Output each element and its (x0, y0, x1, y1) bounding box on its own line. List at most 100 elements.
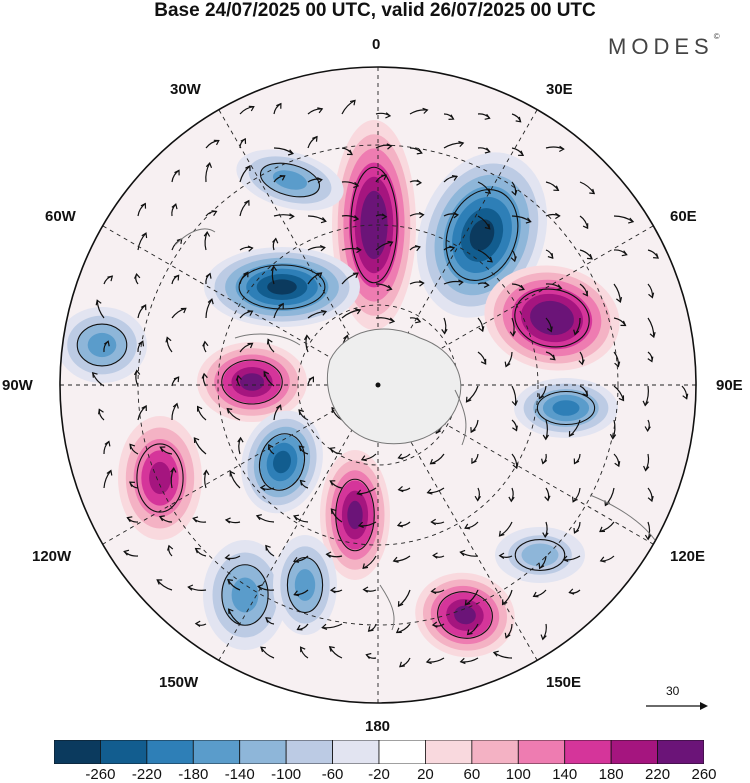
wind-arrowhead (511, 400, 518, 407)
wind-arrowhead (320, 217, 327, 224)
wind-arrowhead (255, 514, 262, 521)
wind-arrowhead (194, 620, 201, 627)
wind-arrowhead (289, 213, 295, 220)
wind-arrowhead (387, 240, 394, 247)
wind-arrowhead (582, 390, 589, 397)
longitude-label-90w: 90W (2, 377, 33, 394)
colorbar-swatch (100, 740, 148, 764)
wind-arrowhead (299, 646, 306, 653)
colorbar-swatch (657, 740, 704, 764)
wind-arrowhead (265, 544, 271, 551)
wind-arrowhead (362, 563, 369, 570)
wind-arrowhead (362, 586, 369, 593)
wind-arrowhead (247, 310, 254, 316)
wind-arrowhead (464, 523, 471, 530)
wind-arrowhead (418, 211, 425, 219)
wind-arrowhead (451, 175, 459, 181)
colorbar-tick-label: 140 (552, 766, 578, 783)
longitude-label-0: 0 (372, 36, 381, 53)
wind-arrowhead (279, 175, 286, 181)
wind-arrowhead (416, 148, 423, 155)
longitude-label-120e: 120E (670, 548, 706, 565)
wind-arrowhead (425, 657, 432, 665)
wind-arrowhead (647, 356, 654, 363)
wind-arrowhead (480, 358, 487, 365)
longitude-label-150e: 150E (546, 674, 582, 691)
wind-arrowhead (628, 217, 635, 224)
wind-arrowhead (555, 212, 561, 220)
wind-arrowhead (518, 150, 525, 157)
colorbar-tick-label: 20 (417, 766, 434, 783)
wind-arrowhead (357, 521, 364, 528)
negative-center-60w (204, 247, 360, 327)
wind-arrowhead (320, 309, 328, 316)
wind-arrowhead (202, 340, 209, 347)
wind-arrowhead (316, 272, 323, 278)
wind-arrowhead (453, 211, 460, 219)
colorbar-tick-label: 60 (463, 766, 481, 783)
wind-arrowhead (211, 210, 218, 217)
longitude-label-90e: 90E (716, 377, 743, 394)
colorbar-swatch (285, 740, 333, 764)
colorbar-swatch (471, 740, 519, 764)
wind-arrowhead (568, 588, 575, 595)
wind-arrowhead (525, 217, 532, 224)
wind-arrowhead (349, 99, 356, 106)
wind-arrowhead (458, 140, 465, 148)
colorbar-tick-label: 180 (598, 766, 624, 783)
colorbar (54, 740, 704, 764)
wind-arrowhead (205, 272, 212, 279)
negative-center-80w (60, 307, 147, 383)
wind-arrowhead (193, 437, 200, 444)
wind-arrowhead (172, 402, 179, 409)
wind-arrowhead (353, 181, 360, 189)
wind-arrowhead (224, 517, 231, 524)
colorbar-tick-label: -220 (131, 766, 162, 783)
wind-arrowhead (385, 112, 392, 119)
wind-arrowhead (682, 393, 689, 400)
wind-arrowhead (197, 405, 203, 412)
wind-arrowhead (276, 102, 282, 109)
wind-arrowhead (540, 634, 547, 641)
wind-arrowhead (546, 326, 553, 333)
wind-arrowhead (621, 250, 628, 257)
wind-arrowhead (381, 213, 388, 220)
wind-arrowhead (156, 579, 163, 585)
reference-vector-arrow (646, 702, 708, 710)
negative-center-90e (514, 378, 618, 438)
wind-arrowhead (140, 202, 147, 209)
longitude-label-150w: 150W (159, 674, 199, 691)
wind-arrowhead (247, 245, 254, 252)
longitude-label-120w: 120W (32, 548, 72, 565)
wind-arrowhead (303, 334, 311, 341)
wind-arrowhead (329, 447, 336, 453)
wind-arrowhead (547, 253, 554, 259)
wind-arrowhead (653, 253, 659, 259)
wind-arrowhead (167, 544, 174, 551)
wind-arrowhead (504, 632, 511, 639)
wind-arrowhead (360, 455, 367, 462)
wind-arrowhead (649, 332, 656, 339)
wind-arrowhead (430, 518, 437, 526)
wind-arrowhead (174, 169, 180, 176)
wind-arrowhead (415, 317, 422, 324)
wind-arrowhead (470, 427, 476, 434)
wind-arrowhead (171, 203, 178, 210)
wind-arrowhead (244, 199, 250, 206)
wind-arrowhead (644, 426, 651, 433)
wind-arrowhead (484, 113, 491, 120)
wind-arrowhead (352, 272, 359, 278)
wind-arrowhead (509, 331, 517, 337)
map-title: Base 24/07/2025 00 UTC, valid 26/07/2025… (154, 0, 596, 21)
wind-arrowhead (471, 458, 477, 465)
colorbar-tick-label: -100 (271, 766, 302, 783)
wind-arrowhead (395, 627, 402, 634)
colorbar-tick-label: -180 (178, 766, 209, 783)
wind-arrowhead (245, 165, 251, 172)
wind-arrowhead (91, 371, 98, 378)
wind-arrowhead (229, 470, 236, 477)
wind-arrowhead (644, 534, 652, 541)
wind-arrowhead (484, 223, 491, 230)
colorbar-swatch (610, 740, 658, 764)
wind-arrowhead (263, 370, 270, 377)
